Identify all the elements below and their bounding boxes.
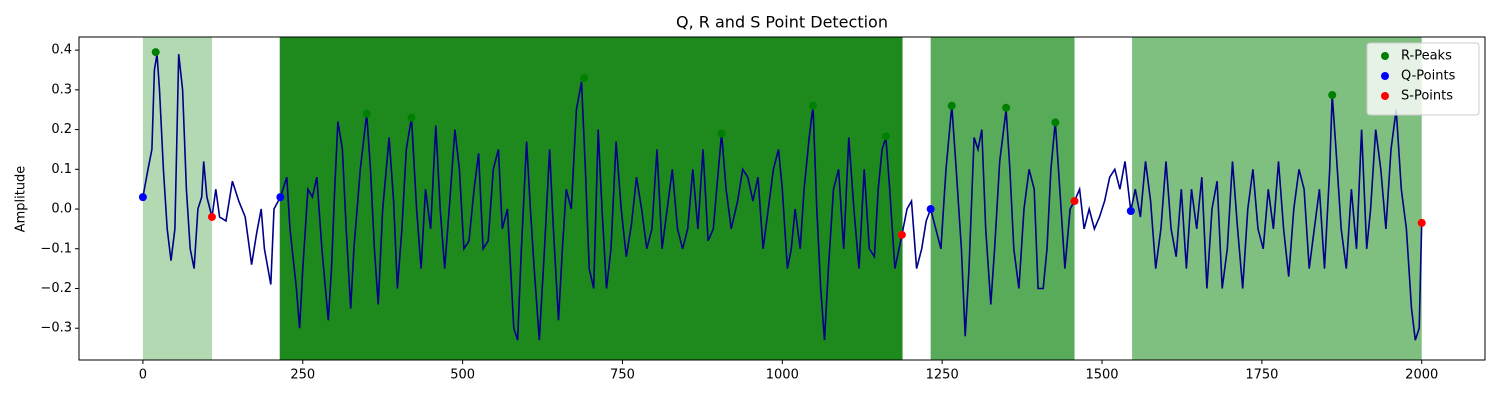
y-tick-label: 0.4: [51, 43, 72, 58]
legend-marker: [1381, 52, 1389, 60]
point: [1126, 207, 1135, 216]
x-tick-label: 0: [139, 368, 147, 383]
legend-box: [1366, 42, 1480, 116]
y-tick-label: −0.2: [40, 281, 72, 296]
point: [926, 205, 935, 214]
point: [407, 113, 416, 122]
legend-label: S-Points: [1401, 89, 1453, 104]
x-tick-label: 1250: [926, 368, 959, 383]
y-tick-label: 0.2: [51, 122, 72, 137]
point: [947, 101, 956, 110]
point: [151, 48, 160, 57]
legend-marker: [1381, 92, 1389, 100]
y-axis-label: Amplitude: [14, 166, 29, 233]
point: [362, 109, 371, 118]
plot-frame: [78, 36, 1486, 361]
chart-title: Q, R and S Point Detection: [676, 13, 888, 32]
shaded-region: [930, 37, 1075, 360]
point: [276, 193, 285, 202]
point: [207, 212, 216, 221]
legend-marker: [1381, 72, 1389, 80]
x-tick-label: 1500: [1085, 368, 1118, 383]
point: [897, 230, 906, 239]
point: [717, 129, 726, 138]
y-tick-label: 0.0: [51, 202, 72, 217]
y-tick-label: −0.3: [40, 321, 72, 336]
x-tick-label: 250: [290, 368, 315, 383]
point: [1002, 103, 1011, 112]
legend-label: R-Peaks: [1401, 49, 1452, 64]
x-tick-label: 500: [450, 368, 475, 383]
point: [138, 193, 147, 202]
y-tick-label: −0.1: [40, 241, 72, 256]
point: [1051, 118, 1060, 127]
point: [809, 101, 818, 110]
point: [1417, 218, 1426, 227]
x-tick-label: 750: [610, 368, 635, 383]
legend-label: Q-Points: [1401, 69, 1456, 84]
point: [580, 73, 589, 82]
shaded-region: [279, 37, 903, 360]
point: [1328, 91, 1337, 100]
signal-line: [142, 53, 1423, 341]
x-tick-label: 1000: [766, 368, 799, 383]
y-tick-label: 0.3: [51, 82, 72, 97]
x-tick-label: 1750: [1245, 368, 1278, 383]
y-tick-label: 0.1: [51, 162, 72, 177]
point: [1070, 197, 1079, 206]
point: [881, 132, 890, 141]
x-tick-label: 2000: [1405, 368, 1438, 383]
